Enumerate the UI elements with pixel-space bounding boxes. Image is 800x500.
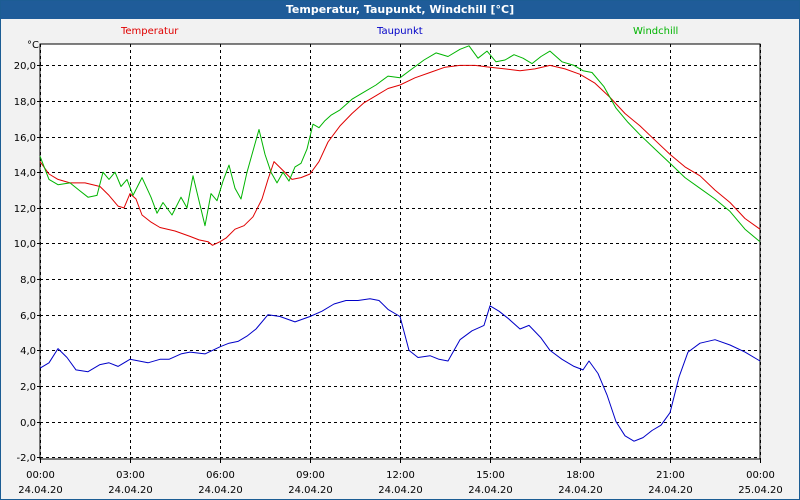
x-tick-time: 15:00 (476, 470, 505, 481)
y-axis-unit: °C (27, 40, 39, 51)
x-tick-date: 24.04.20 (378, 485, 423, 496)
y-axis: -2,0 0,0 2,0 4,0 6,0 8,0 10,0 12,0 14,0 16,0 18,0 2… (14, 61, 40, 464)
window-title: Temperatur, Taupunkt, Windchill [°C] (1, 1, 799, 19)
legend-temperatur: Temperatur (120, 26, 179, 37)
x-tick-time: 06:00 (206, 470, 235, 481)
x-tick-time: 00:00 (26, 470, 55, 481)
y-tick-label: 8,0 (20, 275, 36, 286)
x-tick-time: 21:00 (656, 470, 685, 481)
series-layer (39, 45, 761, 442)
y-tick-label: 18,0 (14, 97, 36, 108)
series-line-temperatur (39, 64, 761, 246)
y-tick-label: 20,0 (14, 61, 36, 72)
series-line-taupunkt (39, 298, 761, 442)
x-tick-date: 24.04.20 (108, 485, 153, 496)
y-tick-label: 10,0 (14, 239, 36, 250)
x-tick-date: 24.04.20 (558, 485, 603, 496)
x-tick-date: 24.04.20 (18, 485, 63, 496)
y-tick-label: 4,0 (20, 346, 36, 357)
x-tick-date: 24.04.20 (198, 485, 243, 496)
y-tick-label: 0,0 (20, 418, 36, 429)
legend-windchill: Windchill (633, 26, 678, 37)
x-tick-date: 24.04.20 (468, 485, 513, 496)
line-chart: -2,0 0,0 2,0 4,0 6,0 8,0 10,0 12,0 14,0 16,0 18,0 2… (14, 26, 783, 496)
grid-lines (40, 44, 761, 459)
y-tick-label: 12,0 (14, 204, 36, 215)
y-tick-label: 14,0 (14, 168, 36, 179)
x-tick-time: 03:00 (116, 470, 145, 481)
y-tick-label: 2,0 (20, 382, 36, 393)
series-line-windchill (39, 45, 761, 243)
y-tick-label: 16,0 (14, 133, 36, 144)
y-tick-label: 6,0 (20, 311, 36, 322)
x-tick-date: 25.04.20 (738, 485, 783, 496)
x-tick-time: 09:00 (296, 470, 325, 481)
x-tick-time: 00:00 (746, 470, 775, 481)
x-tick-time: 12:00 (386, 470, 415, 481)
x-tick-time: 18:00 (566, 470, 595, 481)
plot-background (39, 43, 761, 460)
x-tick-date: 24.04.20 (288, 485, 333, 496)
legend-taupunkt: Taupunkt (376, 26, 423, 37)
x-axis: 00:00 24.04.20 03:00 24.04.20 06:00 24.04.20 0… (18, 459, 783, 496)
y-tick-label: -2,0 (16, 453, 36, 464)
x-tick-date: 24.04.20 (648, 485, 693, 496)
